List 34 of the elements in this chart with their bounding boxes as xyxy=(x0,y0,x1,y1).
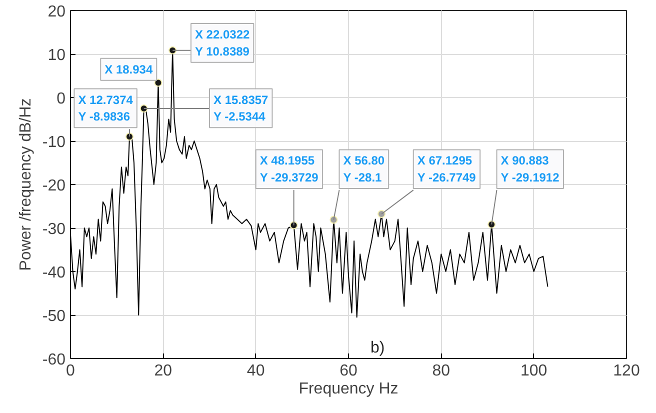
annotation: X 67.1295 Y -26.7749 xyxy=(417,154,476,184)
x-tick-label: 120 xyxy=(613,362,640,380)
annotation: X 22.0322 Y 10.8389 xyxy=(194,28,250,58)
point xyxy=(168,46,177,54)
y-tick-label: 10 xyxy=(48,47,66,64)
point xyxy=(154,78,162,87)
y-tick-label: -50 xyxy=(42,308,66,325)
y-tick-label: -20 xyxy=(42,178,66,194)
point xyxy=(488,220,496,228)
y-axis-title: Power /frequency dB/Hz xyxy=(17,98,34,271)
y-tick-label: -10 xyxy=(42,134,66,151)
x-tick-label: 100 xyxy=(520,362,548,380)
y-tick-label: -40 xyxy=(42,264,66,282)
x-tick-label: 60 xyxy=(340,362,358,380)
point xyxy=(140,104,148,113)
point xyxy=(290,221,298,230)
point xyxy=(330,216,338,224)
annotation: X 90.883 Y -29.1912 xyxy=(500,154,560,184)
y-tick-label: -30 xyxy=(42,221,66,238)
x-axis-title: Frequency Hz xyxy=(298,380,398,398)
annotation: X 12.7374 Y -8.9836 xyxy=(78,92,134,124)
annotation: X 15.8357 Y -2.5344 xyxy=(214,92,269,124)
y-tick-label: -60 xyxy=(42,352,66,368)
y-tick-label: 0 xyxy=(56,90,66,108)
x-tick-label: 80 xyxy=(432,362,450,380)
point xyxy=(378,210,386,218)
x-tick-label: 20 xyxy=(154,362,172,380)
x-tick-label: 40 xyxy=(246,362,265,380)
annotation: X 56.80 Y -28.1 xyxy=(343,154,385,184)
point xyxy=(126,132,134,141)
y-tick-label: 20 xyxy=(48,4,66,20)
annotation: X 18.934 xyxy=(104,62,153,76)
annotation: X 48.1955 Y -29.3729 xyxy=(260,154,319,184)
annotation: b) xyxy=(370,340,385,356)
